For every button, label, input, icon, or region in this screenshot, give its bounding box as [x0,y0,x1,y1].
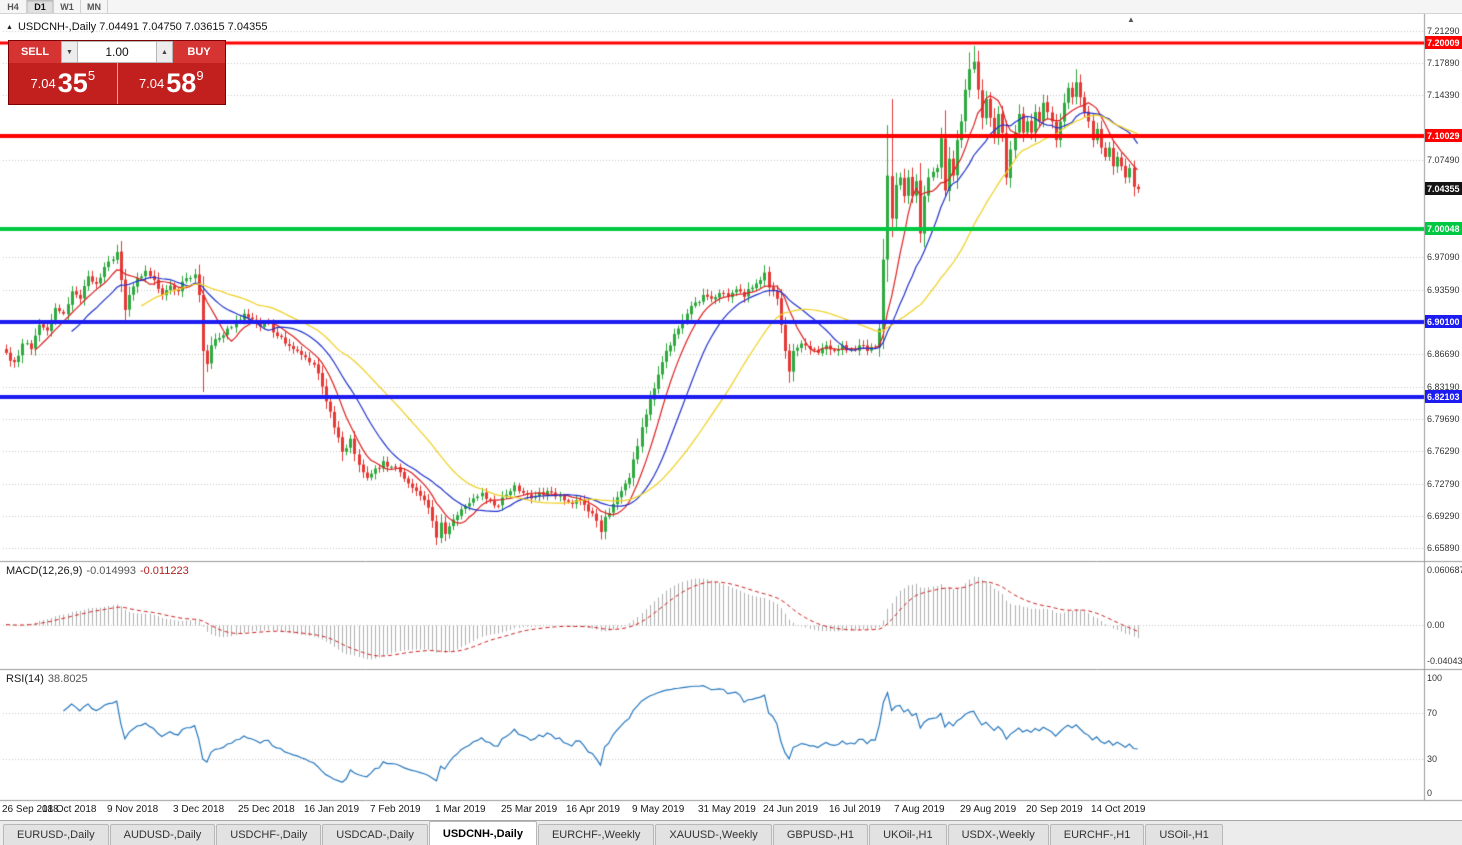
volume-up-button[interactable]: ▲ [156,41,173,63]
timeframe-button-d1[interactable]: D1 [27,0,54,13]
date-axis-label: 3 Dec 2018 [173,804,225,815]
date-axis-label: 24 Jun 2019 [763,804,819,815]
chart-tab-bar: EURUSD-,Daily AUDUSD-,Daily USDCHF-,Daily U… [0,820,1462,845]
date-axis-label: 7 Feb 2019 [370,804,421,815]
sell-price-display[interactable]: 7.04 35 5 [9,63,117,104]
chart-tab-usdx-weekly[interactable]: USDX-,Weekly [947,824,1049,845]
date-axis-label: 25 Dec 2018 [238,804,295,815]
chart-tab-usdchf-daily[interactable]: USDCHF-,Daily [216,824,322,845]
date-axis-label: 1 Mar 2019 [435,804,486,815]
chart-tab-audusd-daily[interactable]: AUDUSD-,Daily [109,824,216,845]
date-axis-label: 25 Mar 2019 [501,804,558,815]
chart-tab-eurchf-weekly[interactable]: EURCHF-,Weekly [537,824,655,845]
chart-tab-eurchf-h1[interactable]: EURCHF-,H1 [1049,824,1145,845]
date-axis-label: 29 Aug 2019 [960,804,1017,815]
date-axis-label: 7 Aug 2019 [894,804,945,815]
chart-title-ohlc: ▲ USDCNH-,Daily 7.04491 7.04750 7.03615 … [6,21,267,33]
date-axis-label: 16 Jan 2019 [304,804,360,815]
rsi-name: RSI(14) [6,673,44,685]
macd-signal-value: -0.011223 [139,565,189,577]
sell-price-pip: 5 [87,68,96,83]
buy-price-prefix: 7.04 [138,76,165,91]
macd-indicator-label: MACD(12,26,9) -0.014993 -0.011223 [6,565,189,577]
timeframe-button-h4[interactable]: H4 [0,0,27,13]
date-axis-label: 31 May 2019 [698,804,756,815]
macd-main-value: -0.014993 [86,565,136,577]
date-axis-label: 14 Oct 2019 [1091,804,1146,815]
chart-tab-xauusd-weekly[interactable]: XAUUSD-,Weekly [655,824,772,845]
date-axis-label: 18 Oct 2018 [42,804,97,815]
date-axis-label: 20 Sep 2019 [1026,804,1083,815]
chart-tab-usoil-h1[interactable]: USOil-,H1 [1145,824,1223,845]
volume-input[interactable] [78,41,156,63]
chart-canvas[interactable] [0,14,1462,820]
sell-price-big: 35 [57,68,88,98]
chart-tab-ukoil-h1[interactable]: UKOil-,H1 [869,824,947,845]
volume-down-button[interactable]: ▼ [61,41,78,63]
timeframe-button-mn[interactable]: MN [81,0,108,13]
chart-shift-marker-icon: ▲ [1127,15,1135,24]
chart-title-text: USDCNH-,Daily 7.04491 7.04750 7.03615 7.… [17,21,268,33]
date-axis-label: 26 Sep 2018 [2,804,59,815]
buy-price-display[interactable]: 7.04 58 9 [116,63,225,104]
date-axis-label: 9 Nov 2018 [107,804,159,815]
buy-price-pip: 9 [196,68,204,83]
date-axis-label: 16 Jul 2019 [829,804,881,815]
chart-window: ▲ USDCNH-,Daily 7.04491 7.04750 7.03615 … [0,14,1462,820]
chart-tab-usdcad-daily[interactable]: USDCAD-,Daily [322,824,428,845]
timeframe-button-w1[interactable]: W1 [54,0,81,13]
sell-price-prefix: 7.04 [30,76,56,91]
timeframe-toolbar: H4 D1 W1 MN [0,0,1462,14]
date-axis-label: 9 May 2019 [632,804,685,815]
sell-button[interactable]: SELL [9,41,61,63]
buy-price-big: 58 [166,68,197,98]
buy-button[interactable]: BUY [173,41,225,63]
collapse-triangle-icon[interactable]: ▲ [6,23,13,31]
chart-tab-gbpusd-h1[interactable]: GBPUSD-,H1 [772,824,869,845]
rsi-indicator-label: RSI(14) 38.8025 [6,673,88,685]
chart-tab-usdcnh-daily[interactable]: USDCNH-,Daily [428,821,537,845]
rsi-value: 38.8025 [47,673,88,685]
macd-name: MACD(12,26,9) [6,565,83,577]
time-scale[interactable]: 26 Sep 2018 18 Oct 2018 9 Nov 2018 3 Dec 20… [0,800,1424,820]
date-axis-label: 16 Apr 2019 [566,804,620,815]
chart-tab-eurusd-daily[interactable]: EURUSD-,Daily [3,824,109,845]
